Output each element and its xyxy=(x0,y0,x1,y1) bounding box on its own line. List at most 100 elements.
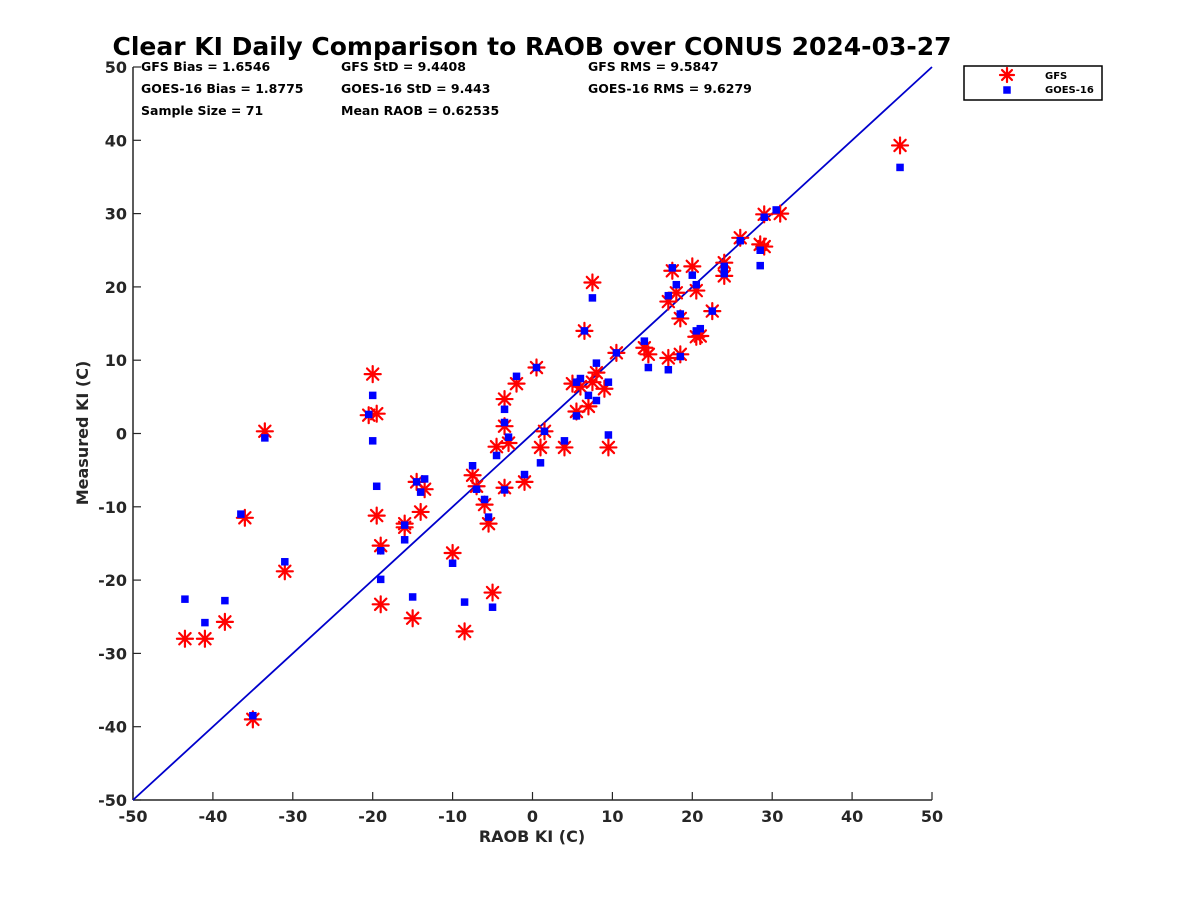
x-axis-label: RAOB KI (C) xyxy=(479,827,585,846)
goes-16-point xyxy=(692,327,701,335)
goes-16-point xyxy=(249,711,257,720)
asterisk-stroke xyxy=(373,597,388,612)
goes-16-point xyxy=(576,374,585,383)
goes-16-point xyxy=(772,206,780,214)
one-to-one-line xyxy=(132,66,933,801)
asterisk-stroke xyxy=(601,440,616,455)
goes-16-point xyxy=(504,433,513,441)
gfs-point xyxy=(599,438,618,457)
asterisk-stroke xyxy=(581,399,596,414)
goes-16-point xyxy=(500,405,509,414)
x-tick-label: -10 xyxy=(438,807,467,826)
asterisk-stroke xyxy=(689,283,704,298)
asterisk-stroke xyxy=(893,138,907,153)
goes-16-point xyxy=(692,280,701,289)
goes-16-point xyxy=(408,593,417,601)
goes-16-point xyxy=(560,437,569,445)
goes-16-point xyxy=(756,261,764,270)
goes-16-point xyxy=(492,451,501,460)
data-points xyxy=(175,136,910,729)
goes-16-point xyxy=(448,559,457,567)
legend-marker-gfs xyxy=(998,66,1016,84)
asterisk-stroke xyxy=(369,508,384,523)
goes-16-point xyxy=(400,536,409,544)
goes-16-point xyxy=(512,372,521,381)
gfs-point xyxy=(587,363,606,382)
goes-16-point xyxy=(756,246,764,254)
asterisk-stroke xyxy=(457,624,472,639)
asterisk-stroke xyxy=(773,206,787,221)
gfs-point xyxy=(443,543,462,563)
gfs-point xyxy=(483,583,502,602)
gfs-point xyxy=(639,345,658,364)
stat-goes-rms: GOES-16 RMS = 9.6279 xyxy=(588,81,752,96)
gfs-point xyxy=(215,612,234,631)
gfs-point xyxy=(890,136,910,155)
y-tick-label: 50 xyxy=(105,58,127,77)
goes-16-point xyxy=(736,236,744,245)
y-tick-label: 20 xyxy=(105,278,127,297)
x-tick-label: 20 xyxy=(681,807,703,826)
gfs-point xyxy=(495,389,514,409)
asterisk-stroke xyxy=(509,376,524,391)
asterisk-stroke xyxy=(198,631,212,646)
asterisk-stroke xyxy=(669,286,684,300)
gfs-point xyxy=(363,365,382,384)
goes-16-point xyxy=(896,163,904,172)
gfs-point xyxy=(403,609,422,628)
goes-16-point xyxy=(364,410,373,419)
asterisk-stroke xyxy=(258,424,272,439)
y-tick-label: -20 xyxy=(98,571,127,590)
stat-gfs-bias: GFS Bias = 1.6546 xyxy=(141,59,271,74)
goes-16-point xyxy=(416,488,425,496)
y-tick-label: 40 xyxy=(105,131,127,150)
asterisk-stroke xyxy=(557,440,572,455)
goes-16-point xyxy=(696,324,705,333)
goes-16-point xyxy=(261,434,269,442)
goes-16-point xyxy=(468,462,477,470)
gfs-point xyxy=(411,502,430,522)
goes-16-point xyxy=(688,271,697,279)
asterisk-stroke xyxy=(238,511,252,525)
y-tick-label: -10 xyxy=(98,498,127,517)
gfs-point xyxy=(531,438,550,457)
asterisk-stroke xyxy=(497,392,512,406)
asterisk-stroke xyxy=(589,365,604,380)
gfs-point xyxy=(583,273,602,292)
asterisk-stroke xyxy=(641,347,656,362)
gfs-point xyxy=(595,379,614,398)
goes-16-point xyxy=(720,269,729,278)
y-tick-label: 0 xyxy=(116,425,127,444)
goes-16-point xyxy=(720,262,729,271)
asterisk-stroke xyxy=(685,259,700,274)
goes-16-point xyxy=(592,396,601,405)
stat-mean-raob: Mean RAOB = 0.62535 xyxy=(341,103,499,118)
series-goes-16 xyxy=(181,163,904,720)
goes-16-point xyxy=(368,391,377,400)
gfs-point xyxy=(367,506,386,525)
asterisk-stroke xyxy=(405,611,420,625)
x-tick-label: 30 xyxy=(761,807,783,826)
legend-marker-goes-16 xyxy=(1003,86,1011,94)
goes-16-point xyxy=(540,427,549,436)
asterisk-stroke xyxy=(278,564,292,579)
asterisk-stroke xyxy=(693,329,708,343)
legend-label-goes-16: GOES-16 xyxy=(1045,85,1094,96)
stat-goes-bias: GOES-16 Bias = 1.8775 xyxy=(141,81,303,96)
gfs-point xyxy=(659,348,678,368)
goes-16-point xyxy=(532,363,541,372)
gfs-point xyxy=(371,595,390,614)
x-tick-label: -20 xyxy=(358,807,387,826)
reference-line xyxy=(132,66,933,801)
goes-16-point xyxy=(201,618,209,627)
stats-block: GFS Bias = 1.6546 GOES-16 Bias = 1.8775 … xyxy=(141,59,752,118)
stat-gfs-rms: GFS RMS = 9.5847 xyxy=(588,59,719,74)
goes-16-point xyxy=(572,378,581,386)
goes-16-point xyxy=(644,363,653,372)
asterisk-stroke xyxy=(517,475,532,489)
goes-16-point xyxy=(760,213,768,222)
goes-16-point xyxy=(181,595,189,603)
legend-gfs-symbol xyxy=(998,66,1016,84)
gfs-point xyxy=(195,629,215,648)
